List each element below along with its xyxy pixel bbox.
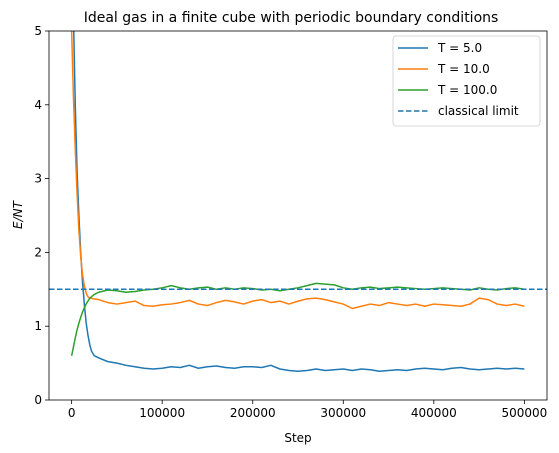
y-tick-label: 0 xyxy=(34,393,42,407)
legend-label: classical limit xyxy=(438,104,519,118)
legend-label: T = 100.0 xyxy=(437,83,497,97)
plot-frame xyxy=(48,30,548,401)
chart-title: Ideal gas in a finite cube with periodic… xyxy=(84,10,499,26)
y-tick-label: 5 xyxy=(34,24,42,38)
series-t-5-0-line xyxy=(73,31,525,372)
legend-label: T = 10.0 xyxy=(437,62,490,76)
series-layer xyxy=(49,31,547,372)
x-tick-label: 300000 xyxy=(320,406,366,420)
x-tick-label: 400000 xyxy=(411,406,457,420)
x-axis-label: Step xyxy=(284,431,311,445)
y-tick-label: 4 xyxy=(34,98,42,112)
y-tick-label: 3 xyxy=(34,172,42,186)
legend: T = 5.0 T = 10.0 T = 100.0 classical limit xyxy=(392,35,541,127)
y-tick-label: 1 xyxy=(34,319,42,333)
y-axis: 0 1 2 3 4 5 xyxy=(34,24,49,407)
x-tick-label: 0 xyxy=(68,406,76,420)
series-t-100-0-line xyxy=(70,282,525,356)
legend-label: T = 5.0 xyxy=(437,41,482,55)
x-axis: 0 100000 200000 300000 400000 500000 xyxy=(68,400,547,420)
x-tick-label: 500000 xyxy=(501,406,547,420)
legend-frame xyxy=(392,35,541,127)
y-axis-label: E/NT xyxy=(11,199,25,229)
x-tick-label: 200000 xyxy=(230,406,276,420)
y-tick-label: 2 xyxy=(34,245,42,259)
x-tick-label: 100000 xyxy=(139,406,185,420)
